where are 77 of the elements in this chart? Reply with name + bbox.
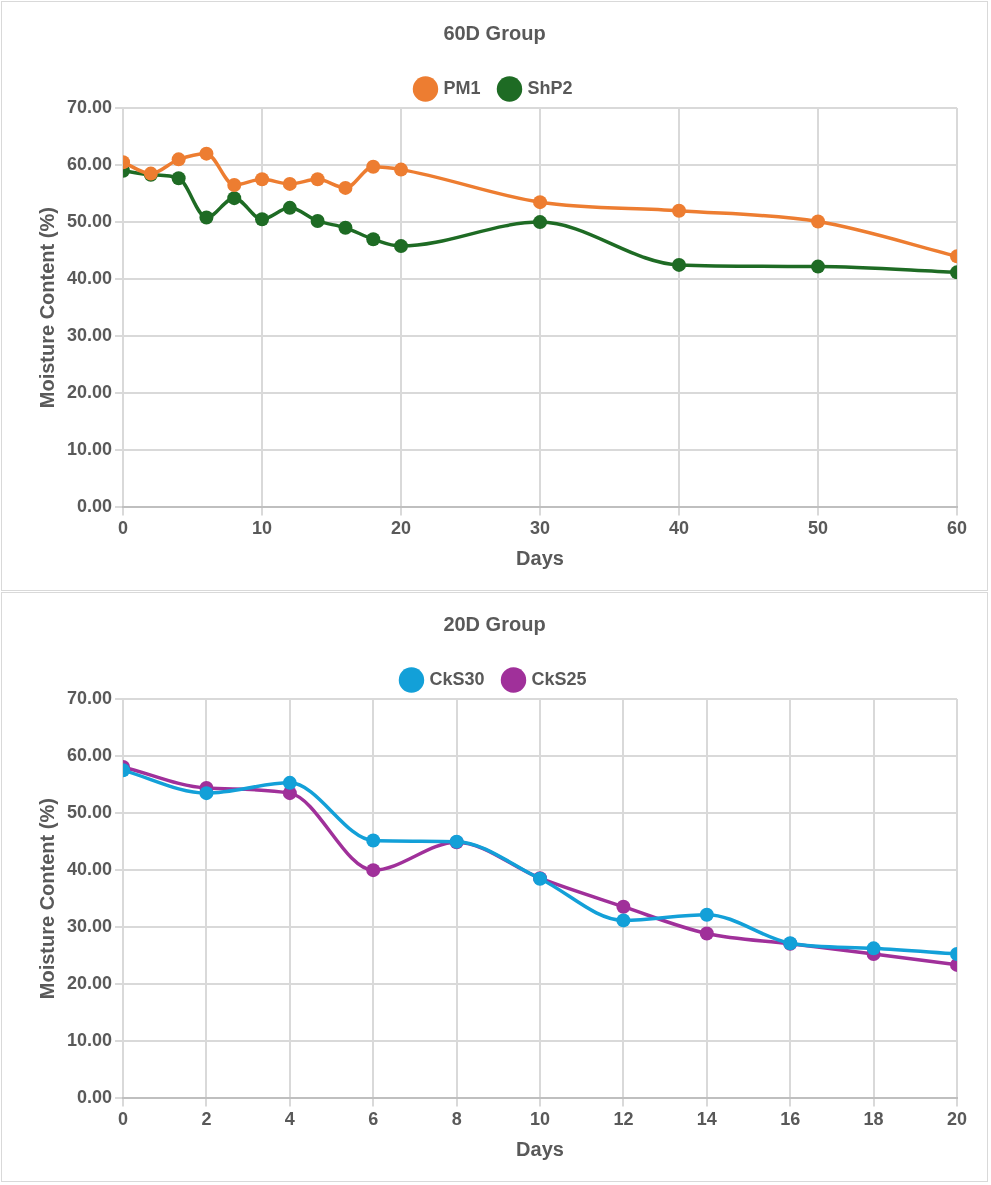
y-tick-label: 20.00 [67,973,113,994]
x-tick-label: 20 [946,1109,968,1130]
x-tick-label: 8 [451,1109,462,1130]
chart-title: 60D Group [443,21,546,44]
y-tick-label: 10.00 [67,439,113,460]
point [282,775,297,790]
y-tick-label: 40.00 [67,859,113,880]
x-tick-label: 12 [613,1109,634,1130]
point [227,178,242,193]
x-tick-label: 10 [530,1109,551,1130]
x-tick-label: 50 [807,518,829,539]
y-tick-label: 70.00 [67,687,113,708]
x-tick-label: 20 [391,518,412,539]
y-tick-label: 10.00 [67,1030,113,1051]
point [672,257,687,272]
legend-label: ShP2 [527,77,573,98]
y-tick-label: 30.00 [67,916,113,937]
y-tick-label: 70.00 [67,96,113,117]
point [171,152,186,167]
y-tick-label: 50.00 [67,802,113,823]
x-tick-label: 60 [946,518,968,539]
point [255,172,270,187]
point [199,146,214,161]
x-tick-label: 0 [118,1109,129,1130]
point [366,863,381,878]
point [310,213,325,228]
point [338,220,353,235]
point [199,210,214,225]
legend-label: PM1 [443,77,481,98]
point [366,833,381,848]
x-tick-label: 6 [368,1109,379,1130]
point [533,195,548,210]
y-axis-title: Moisture Content (%) [35,207,58,409]
point [866,941,881,956]
point [171,171,186,186]
point [672,203,687,218]
y-tick-label: 30.00 [67,325,113,346]
y-tick-label: 60.00 [67,745,113,766]
point [394,239,409,254]
point [699,926,714,941]
x-tick-label: 18 [863,1109,884,1130]
point [616,899,631,914]
y-tick-label: 0.00 [77,1087,113,1108]
x-tick-label: 40 [669,518,690,539]
point [282,200,297,215]
point [394,162,409,177]
point [338,180,353,195]
x-axis-title: Days [516,546,564,569]
x-axis-title: Days [516,1137,564,1160]
point [310,172,325,187]
point [811,214,826,229]
chart-title: 20D Group [443,612,546,635]
y-tick-label: 60.00 [67,154,113,175]
x-tick-label: 2 [201,1109,212,1130]
point [616,913,631,928]
point [282,176,297,191]
legend-label: CkS30 [429,668,485,689]
x-tick-label: 0 [118,518,129,539]
point [227,191,242,206]
point [699,907,714,922]
y-axis-title: Moisture Content (%) [35,798,58,1000]
point [533,215,548,230]
x-tick-label: 4 [284,1109,295,1130]
y-tick-label: 0.00 [77,496,113,517]
y-tick-label: 40.00 [67,268,113,289]
legend-label: CkS25 [531,668,587,689]
point [366,232,381,247]
point [199,786,214,801]
y-tick-label: 20.00 [67,382,113,403]
x-tick-label: 10 [252,518,273,539]
point [366,159,381,174]
point [255,212,270,227]
x-tick-label: 14 [696,1109,717,1130]
x-tick-label: 16 [780,1109,801,1130]
point [811,259,826,274]
y-tick-label: 50.00 [67,211,113,232]
x-tick-label: 30 [530,518,551,539]
